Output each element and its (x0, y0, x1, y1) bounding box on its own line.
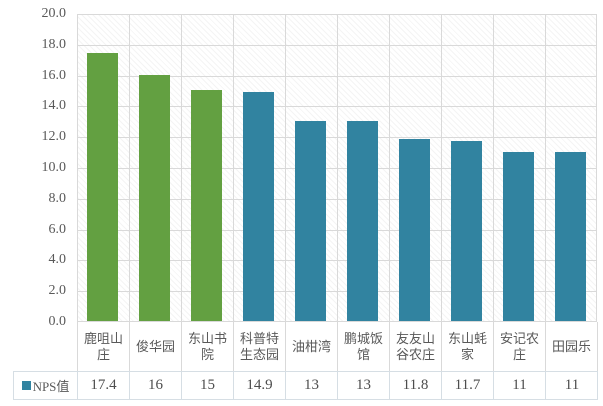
category-label: 俊华园 (130, 322, 182, 371)
category-label: 友友山谷农庄 (390, 322, 442, 371)
data-table: NPS值 17.4 16 15 14.9 13 13 11.8 11.7 11 11 (13, 371, 598, 400)
bar (295, 121, 326, 321)
bar (399, 139, 430, 321)
y-axis-tick-label: 18.0 (41, 37, 67, 52)
category-label: 田园乐 (546, 322, 598, 371)
category-label: 科普特生态园 (234, 322, 286, 371)
y-axis-tick-label: 0.0 (48, 314, 67, 329)
legend-marker-icon (21, 381, 31, 390)
table-value-cell: 16 (130, 372, 182, 399)
gridline-vertical (545, 14, 546, 322)
gridline-vertical (389, 14, 390, 322)
table-value-cell: 14.9 (234, 372, 286, 399)
gridline-vertical (181, 14, 182, 322)
category-label: 鹏城饭馆 (338, 322, 390, 371)
y-axis-tick-label: 10.0 (41, 160, 67, 175)
category-label: 东山书院 (182, 322, 234, 371)
y-axis-tick-label: 14.0 (41, 98, 67, 113)
table-value-cell: 11 (494, 372, 546, 399)
gridline-vertical (493, 14, 494, 322)
gridline-vertical (441, 14, 442, 322)
bar (87, 53, 118, 321)
table-value-cell: 17.4 (78, 372, 130, 399)
gridline-vertical (77, 14, 78, 322)
y-axis-tick-label: 16.0 (41, 68, 67, 83)
y-axis-tick-label: 20.0 (41, 6, 67, 21)
category-label: 东山蚝家 (442, 322, 494, 371)
y-axis-tick-label: 4.0 (48, 252, 67, 267)
y-axis-tick-label: 2.0 (48, 283, 67, 298)
gridline-vertical (285, 14, 286, 322)
bar (347, 121, 378, 321)
bar (451, 141, 482, 321)
gridline-vertical (596, 14, 597, 322)
bar (243, 92, 274, 321)
table-value-cell: 11.8 (390, 372, 442, 399)
category-label: 安记农庄 (494, 322, 546, 371)
table-value-cell: 11 (564, 377, 580, 393)
gridline-vertical (233, 14, 234, 322)
gridline-vertical (337, 14, 338, 322)
table-value-cell: 15 (182, 372, 234, 399)
table-value-cell: 13 (338, 372, 390, 399)
bar (555, 152, 586, 321)
table-value-cell: 11.7 (442, 372, 494, 399)
legend-cell: NPS值 (14, 372, 78, 399)
y-axis-tick-label: 12.0 (41, 129, 67, 144)
bar (503, 152, 534, 321)
category-label: 油柑湾 (286, 322, 338, 371)
y-axis-tick-label: 8.0 (48, 191, 67, 206)
gridline-vertical (129, 14, 130, 322)
category-label: 鹿咀山庄 (78, 322, 130, 371)
legend-label: NPS值 (32, 379, 70, 394)
plot-area (77, 14, 597, 322)
y-axis-tick-label: 6.0 (48, 222, 67, 237)
table-value-cell: 13 (286, 372, 338, 399)
bar (191, 90, 222, 321)
bar (139, 75, 170, 321)
category-axis: 鹿咀山庄 俊华园 东山书院 科普特生态园 油柑湾 鹏城饭馆 友友山谷农庄 东山蚝家 安记农庄 田园… (77, 322, 598, 371)
